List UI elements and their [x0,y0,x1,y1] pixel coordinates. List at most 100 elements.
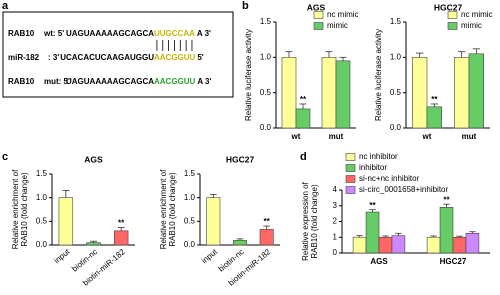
x-tick-label: wt [422,132,432,141]
bar [378,236,393,254]
y-axis-label: RAB10 (fold change) [310,184,319,259]
legend-swatch [313,22,324,30]
bar [281,57,297,129]
legend-label: nc inhibitor [359,152,398,161]
bar [411,57,428,129]
significance: ** [443,195,450,204]
bar [439,207,454,254]
bar [335,60,351,129]
row-tag: wt: 5' [43,29,64,38]
x-tick-label: mut [462,132,477,141]
bar [426,106,442,129]
y-tick-label: 0.0 [260,123,272,132]
legend-label: si-circ_0001658+inhibitor [359,185,449,194]
bar [295,108,311,129]
binding-site: AACGGUU [154,77,196,86]
y-tick-label: 1.5 [390,17,402,26]
y-tick-label: 1.0 [184,193,196,202]
bar [206,197,221,246]
bar [453,57,470,129]
bar [391,235,406,254]
bar [352,236,367,254]
bar [113,230,129,246]
y-tick-label: 1.0 [36,193,48,202]
legend-swatch [345,153,356,161]
y-tick-label: 0.0 [390,123,402,132]
legend-label: nc mimic [461,10,493,19]
sequence-end: A 3' [197,77,211,86]
y-tick-label: 2 [333,217,338,226]
y-tick-label: 0.5 [390,88,402,97]
y-axis-label: Relative luciferase activity [244,29,253,121]
panel-label: b [242,0,249,12]
row-tag: mut: 5' [44,77,70,86]
y-tick-label: 1.0 [260,52,272,61]
chart-title: AGS [307,2,326,12]
y-tick-label: 0.5 [36,216,48,225]
sequence: UAGUAAAAAGCAGCA [66,77,154,86]
y-tick-label: 1.5 [260,17,272,26]
binding-site: UUGCCAA [154,29,195,38]
x-tick-label: wt [291,132,301,141]
y-axis-label: Relative enrichment of [159,169,168,249]
y-tick-label: 1.0 [390,52,402,61]
legend-swatch [447,22,458,30]
y-tick-label: 0.5 [184,216,196,225]
significance: ** [431,95,438,104]
row-name: RAB10 [8,77,35,86]
bar [86,242,101,246]
bar [426,236,441,254]
sequence-end: A 3' [197,29,211,38]
y-tick-label: 3 [333,201,338,210]
y-axis-label: Relative enrichment of [11,169,20,249]
y-axis-label: RAB10 (fold change) [168,172,177,247]
legend-label: mimic [327,21,348,30]
x-tick-label: input [200,247,220,266]
y-tick-label: 4 [333,185,338,194]
y-tick-label: 1.5 [184,169,196,178]
y-tick-label: 0.0 [36,240,48,249]
legend-swatch [313,11,324,19]
bar [365,211,380,254]
legend-label: inhibitor [359,163,387,172]
x-tick-label: AGS [370,257,388,266]
y-axis-label: Relative luciferase activity [374,29,383,121]
legend-swatch [447,11,458,19]
sequence-box [2,11,234,98]
sequence: UAGUAAAAAGCAGCA [66,29,154,38]
legend-label: si-nc+nc inhibitor [359,174,420,183]
chart-title: AGS [84,154,103,164]
row-name: RAB10 [8,29,35,38]
y-tick-label: 0.0 [184,240,196,249]
y-axis-label: RAB10 (fold change) [20,172,29,247]
significance: ** [264,217,271,226]
legend-label: mimic [461,21,482,30]
bar [233,239,247,246]
y-tick-label: 0.5 [260,88,272,97]
bar [58,197,74,246]
row-tag: : 3' [48,53,59,62]
row-name: miR-182 [8,53,40,62]
bar [465,233,480,254]
bar [259,229,274,246]
x-tick-label: input [52,247,72,266]
panel-label: c [2,151,8,163]
binding-site: AACGGUU [154,53,196,62]
y-tick-label: 1 [333,232,338,241]
legend-swatch [345,186,356,194]
legend-swatch [345,175,356,183]
chart-title: HGC27 [434,2,463,12]
panel-label: a [2,0,9,12]
bar [321,57,337,129]
sequence-end: 5' [197,53,203,62]
sequence: UCACACUCAAGAUGGU [60,53,154,62]
significance: ** [300,95,307,104]
y-tick-label: 1.5 [36,169,48,178]
significance: ** [118,219,125,228]
x-tick-label: mut [329,132,344,141]
panel-label: d [300,151,307,163]
chart-title: HGC27 [226,154,255,164]
y-axis-label: Relative expression of [301,181,310,260]
y-tick-label: 0 [333,248,338,257]
